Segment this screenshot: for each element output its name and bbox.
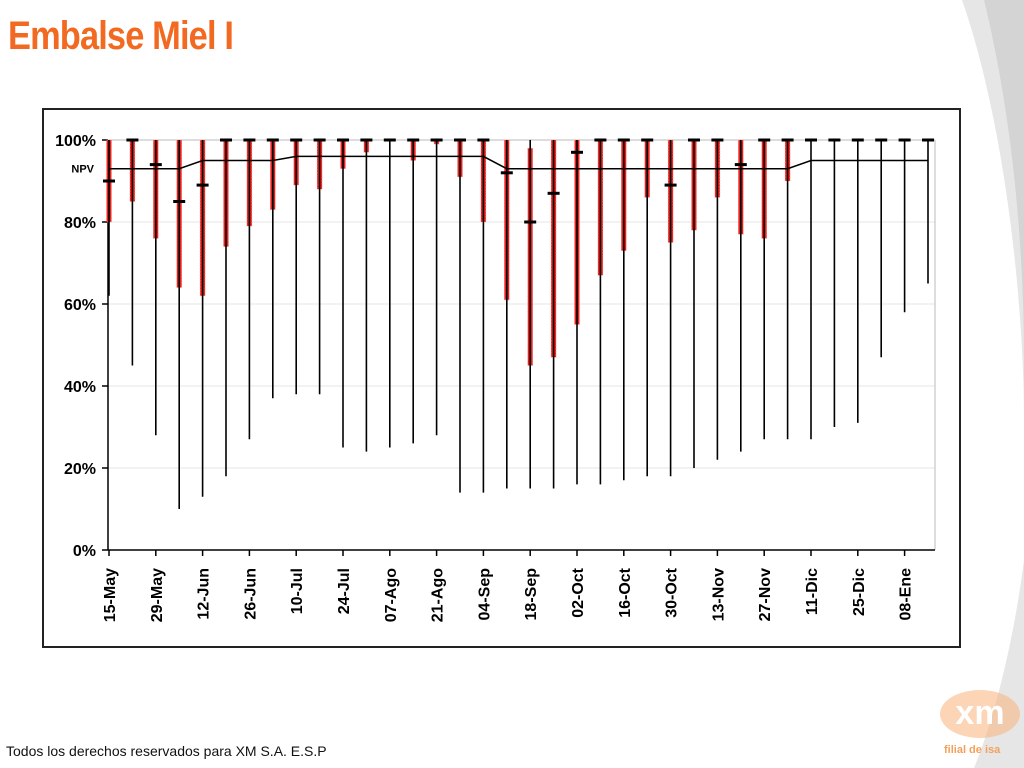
- current-level-mark: [477, 138, 490, 142]
- x-tick-label: 13-Nov: [710, 568, 727, 621]
- current-level-mark: [430, 138, 443, 142]
- x-tick-label: 10-Jul: [289, 568, 306, 614]
- current-level-marks: [103, 138, 934, 224]
- current-level-mark: [781, 138, 794, 142]
- x-tick-label: 26-Jun: [242, 568, 259, 620]
- x-tick-label: 11-Dic: [804, 568, 821, 615]
- current-level-mark: [898, 138, 911, 142]
- current-level-mark: [220, 138, 232, 142]
- current-level-mark: [173, 200, 186, 203]
- decorative-swoosh: [962, 0, 1024, 768]
- current-level-mark: [337, 138, 349, 142]
- current-level-mark: [758, 138, 771, 142]
- x-tick-label: 24-Jul: [336, 568, 353, 614]
- logo-tagline: filial de isa: [944, 744, 1001, 756]
- page-title: Embalse Miel I: [8, 14, 234, 58]
- current-level-mark: [875, 138, 888, 142]
- xm-logo: xm: [940, 690, 1020, 738]
- current-level-mark: [711, 138, 724, 142]
- current-level-mark: [851, 138, 864, 142]
- current-level-mark: [828, 138, 841, 142]
- x-tick-label: 12-Jun: [196, 568, 213, 620]
- npv-series-line: [109, 155, 928, 170]
- y-axis: 0% 20% 40% 60% 80% 100% NPV: [55, 133, 109, 560]
- x-tick-label: 02-Oct: [570, 567, 587, 617]
- y-tick-label: 100%: [55, 133, 96, 150]
- x-tick-label: 08-Ene: [898, 568, 915, 621]
- current-level-mark: [641, 138, 654, 142]
- x-tick-label: 18-Sep: [523, 568, 540, 621]
- footer-copyright: Todos los derechos reservados para XM S.…: [6, 743, 327, 759]
- current-level-mark: [594, 138, 607, 142]
- current-level-mark: [196, 183, 209, 187]
- y-tick-label: 40%: [64, 379, 96, 396]
- current-level-mark: [617, 138, 630, 142]
- current-level-mark: [664, 183, 677, 187]
- current-level-mark: [922, 138, 934, 142]
- npv-line: [109, 155, 928, 170]
- x-axis: 15-May 29-May 12-Jun 26-Jun 10-Jul 24-Jul 07-A…: [102, 549, 935, 622]
- x-tick-label: 30-Oct: [664, 567, 681, 617]
- current-level-mark: [454, 138, 466, 142]
- npv-label: NPV: [71, 164, 94, 176]
- y-tick-label: 80%: [64, 215, 96, 232]
- x-tick-label: 15-May: [102, 568, 119, 622]
- current-level-mark: [290, 138, 303, 142]
- x-tick-label: 27-Nov: [757, 568, 774, 621]
- current-level-mark: [547, 191, 560, 195]
- current-level-mark: [126, 138, 139, 142]
- current-level-mark: [805, 138, 817, 142]
- current-level-mark: [313, 138, 326, 142]
- x-tick-label: 21-Ago: [430, 568, 447, 622]
- current-level-mark: [360, 138, 373, 142]
- current-level-mark: [103, 179, 115, 183]
- x-tick-label: 25-Dic: [851, 568, 868, 616]
- current-level-mark: [734, 163, 747, 167]
- y-tick-label: 0%: [73, 543, 96, 560]
- current-level-mark: [383, 138, 396, 142]
- range-bars: [106, 139, 791, 366]
- y-tick-label: 60%: [64, 297, 96, 314]
- current-level-mark: [688, 138, 700, 142]
- current-level-mark: [243, 138, 256, 142]
- logo-text: xm: [955, 694, 1004, 732]
- x-tick-label: 16-Oct: [617, 567, 634, 617]
- current-level-mark: [266, 138, 279, 142]
- chart-frame: 0% 20% 40% 60% 80% 100% NPV 15-May 29-May 12-Jun…: [42, 108, 961, 648]
- current-level-mark: [149, 163, 162, 167]
- current-level-mark: [500, 171, 513, 175]
- y-tick-label: 20%: [64, 461, 96, 478]
- x-tick-label: 07-Ago: [383, 568, 400, 622]
- x-tick-label: 04-Sep: [476, 568, 493, 621]
- reservoir-chart: 0% 20% 40% 60% 80% 100% NPV 15-May 29-May 12-Jun…: [55, 133, 936, 622]
- x-tick-label: 29-May: [149, 568, 166, 622]
- current-level-mark: [407, 138, 420, 142]
- current-level-mark: [524, 220, 537, 224]
- current-level-mark: [571, 150, 583, 154]
- min-max-lines: [108, 140, 929, 509]
